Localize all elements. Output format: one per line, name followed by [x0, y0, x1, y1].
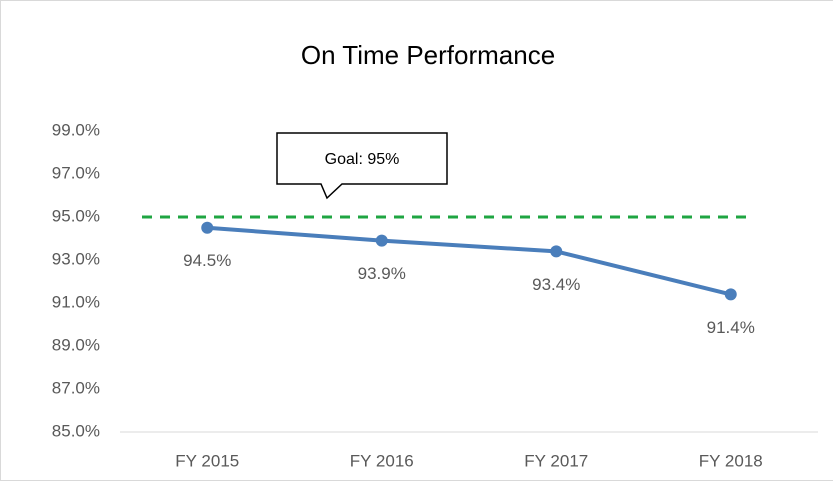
y-tick-label: 93.0% [52, 249, 100, 268]
chart-title: On Time Performance [301, 40, 555, 70]
data-label: 91.4% [707, 318, 755, 337]
x-tick-label: FY 2018 [699, 451, 763, 470]
y-tick-label: 85.0% [52, 421, 100, 440]
data-point [724, 288, 737, 301]
y-tick-label: 87.0% [52, 378, 100, 397]
data-label: 93.4% [532, 275, 580, 294]
y-tick-label: 89.0% [52, 335, 100, 354]
goal-callout [276, 132, 448, 200]
x-tick-label: FY 2015 [175, 451, 239, 470]
data-label: 94.5% [183, 251, 231, 270]
y-tick-label: 95.0% [52, 206, 100, 225]
x-tick-label: FY 2016 [350, 451, 414, 470]
goal-label: Goal: 95% [325, 151, 400, 168]
y-tick-label: 99.0% [52, 120, 100, 139]
x-tick-label: FY 2017 [524, 451, 588, 470]
y-tick-label: 91.0% [52, 292, 100, 311]
data-point [550, 245, 563, 258]
series-line [207, 225, 732, 297]
y-tick-label: 97.0% [52, 163, 100, 182]
data-point [375, 234, 388, 247]
data-point [201, 221, 214, 234]
data-label: 93.9% [358, 264, 406, 283]
